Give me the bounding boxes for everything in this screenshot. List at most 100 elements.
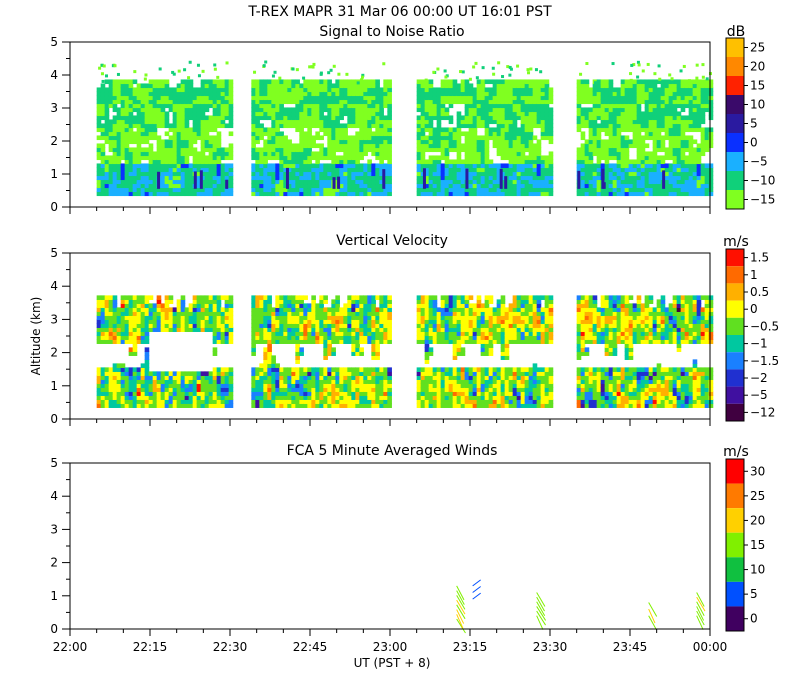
snr-cell bbox=[536, 143, 542, 149]
snr-cell bbox=[636, 119, 642, 125]
vv-cell bbox=[323, 371, 328, 376]
snr-cell bbox=[319, 87, 324, 93]
snr-streak bbox=[285, 167, 289, 189]
snr-cell bbox=[172, 167, 178, 173]
snr-cell bbox=[644, 91, 650, 97]
vv-cell bbox=[172, 387, 178, 392]
snr-cell bbox=[212, 135, 218, 141]
snr-cell bbox=[440, 183, 446, 189]
vv-cell bbox=[228, 387, 234, 392]
snr-cell bbox=[600, 155, 606, 161]
snr-cell bbox=[375, 139, 380, 145]
snr-cell bbox=[108, 127, 114, 133]
snr-cell bbox=[164, 79, 170, 85]
vv-cell bbox=[212, 315, 218, 320]
snr-cell bbox=[116, 183, 122, 189]
snr-cell bbox=[295, 95, 300, 101]
snr-cell bbox=[516, 183, 522, 189]
vv-cell bbox=[212, 395, 218, 400]
snr-cell bbox=[504, 87, 510, 93]
vv-cell bbox=[327, 375, 332, 380]
snr-cell bbox=[271, 107, 276, 113]
snr-cell bbox=[672, 187, 678, 193]
vv-cell bbox=[267, 375, 272, 380]
vv-cell bbox=[283, 335, 288, 340]
snr-cell bbox=[696, 187, 702, 193]
snr-cell bbox=[375, 95, 380, 101]
snr-cell bbox=[367, 95, 372, 101]
snr-cell bbox=[271, 115, 276, 121]
snr-cell bbox=[184, 155, 190, 161]
snr-cell bbox=[267, 143, 272, 149]
snr-cell bbox=[363, 135, 368, 141]
snr-speckle bbox=[701, 63, 705, 67]
snr-cell bbox=[492, 95, 498, 101]
snr-cell bbox=[468, 87, 474, 93]
snr-cell bbox=[448, 115, 454, 121]
snr-cell bbox=[259, 87, 264, 93]
vv-cell bbox=[164, 303, 170, 308]
snr-cell bbox=[476, 183, 482, 189]
vv-cell bbox=[132, 323, 138, 328]
snr-cell bbox=[440, 99, 446, 105]
vv-cell bbox=[311, 391, 316, 396]
snr-cell bbox=[184, 183, 190, 189]
snr-cell bbox=[460, 87, 466, 93]
snr-cell bbox=[263, 95, 268, 101]
snr-cell bbox=[343, 103, 348, 109]
snr-cell bbox=[668, 111, 674, 117]
snr-cell bbox=[96, 191, 102, 197]
snr-cell bbox=[676, 163, 682, 169]
snr-cell bbox=[339, 139, 344, 145]
snr-cell bbox=[708, 99, 714, 105]
vv-cell bbox=[212, 371, 218, 376]
snr-cell bbox=[120, 147, 126, 153]
snr-cell bbox=[592, 111, 598, 117]
snr-cell bbox=[128, 91, 134, 97]
snr-cell bbox=[331, 87, 336, 93]
snr-cell bbox=[496, 179, 502, 185]
snr-cell bbox=[540, 191, 546, 197]
snr-cell bbox=[588, 187, 594, 193]
snr-cell bbox=[104, 107, 110, 113]
vv-cell bbox=[267, 383, 272, 388]
snr-cell bbox=[624, 127, 630, 133]
vv-cell bbox=[295, 367, 300, 372]
snr-cell bbox=[432, 179, 438, 185]
snr-cell bbox=[259, 171, 264, 177]
snr-cell bbox=[420, 187, 426, 193]
snr-cell bbox=[524, 79, 530, 85]
snr-cell bbox=[375, 143, 380, 149]
snr-cell bbox=[267, 127, 272, 133]
snr-cell bbox=[100, 127, 106, 133]
vv-cell bbox=[267, 351, 272, 356]
snr-cell bbox=[212, 143, 218, 149]
snr-cell bbox=[355, 111, 360, 117]
vv-cell bbox=[319, 307, 324, 312]
snr-cell bbox=[616, 147, 622, 153]
vv-cell bbox=[327, 307, 332, 312]
snr-cell bbox=[468, 139, 474, 145]
snr-cell bbox=[295, 167, 300, 173]
snr-cell bbox=[444, 107, 450, 113]
vv-cell bbox=[323, 315, 328, 320]
snr-speckle bbox=[253, 70, 257, 74]
snr-cell bbox=[536, 175, 542, 181]
snr-cell bbox=[664, 107, 670, 113]
vv-cell bbox=[267, 371, 272, 376]
vv-cell bbox=[180, 295, 186, 300]
snr-cell bbox=[640, 111, 646, 117]
snr-cell bbox=[120, 143, 126, 149]
vv-cell bbox=[311, 307, 316, 312]
snr-cell bbox=[476, 175, 482, 181]
vv-cell bbox=[172, 395, 178, 400]
vv-cell bbox=[279, 339, 284, 344]
vv-cell bbox=[228, 399, 234, 404]
snr-cell bbox=[327, 187, 332, 193]
snr-cell bbox=[196, 183, 202, 189]
snr-cell bbox=[596, 103, 602, 109]
snr-cell bbox=[536, 99, 542, 105]
snr-cell bbox=[112, 179, 118, 185]
snr-cell bbox=[367, 179, 372, 185]
vv-cell bbox=[323, 399, 328, 404]
